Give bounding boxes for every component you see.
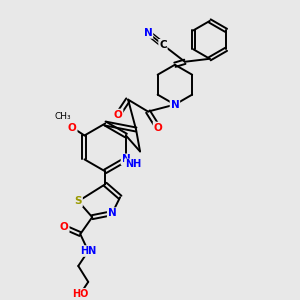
Text: O: O [114,110,122,120]
Text: NH: NH [125,159,141,170]
Text: O: O [60,222,69,232]
Text: CH₃: CH₃ [54,112,70,121]
Text: N: N [108,208,116,218]
Text: HO: HO [72,289,88,299]
Text: N: N [170,100,179,110]
Text: N: N [144,28,152,38]
Text: HN: HN [80,246,96,256]
Text: N: N [122,154,130,164]
Text: S: S [74,196,82,206]
Text: C: C [159,40,167,50]
Text: O: O [68,122,77,133]
Text: O: O [154,122,162,133]
